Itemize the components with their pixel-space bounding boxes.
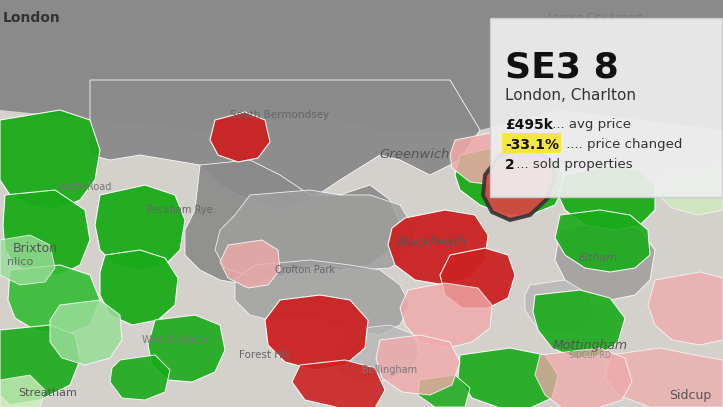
Polygon shape xyxy=(330,325,420,382)
Polygon shape xyxy=(148,315,225,382)
Polygon shape xyxy=(535,348,632,407)
Polygon shape xyxy=(388,210,488,285)
Polygon shape xyxy=(0,235,55,285)
Polygon shape xyxy=(0,375,45,407)
Polygon shape xyxy=(90,80,480,210)
Polygon shape xyxy=(292,360,385,407)
Text: West Dulwich: West Dulwich xyxy=(142,335,208,345)
Polygon shape xyxy=(455,145,565,215)
Polygon shape xyxy=(8,265,100,335)
Text: Brixton: Brixton xyxy=(12,241,58,254)
Text: Crofton Park: Crofton Park xyxy=(275,265,335,275)
Polygon shape xyxy=(418,375,470,407)
Text: South Bermondsey: South Bermondsey xyxy=(231,110,330,120)
Polygon shape xyxy=(110,355,170,400)
Text: Mottingham: Mottingham xyxy=(552,339,628,352)
Polygon shape xyxy=(605,348,723,407)
Text: London: London xyxy=(3,11,61,25)
Polygon shape xyxy=(235,260,410,335)
Text: SIDCUP RD: SIDCUP RD xyxy=(569,350,611,359)
Text: Lon...: Lon... xyxy=(685,20,711,29)
Polygon shape xyxy=(185,160,400,285)
Text: Streatham: Streatham xyxy=(19,388,77,398)
Text: £495k: £495k xyxy=(505,118,553,132)
Text: 2: 2 xyxy=(505,158,515,172)
Text: Peckham Rye: Peckham Rye xyxy=(147,205,213,215)
Polygon shape xyxy=(0,0,723,130)
Polygon shape xyxy=(558,165,655,230)
Polygon shape xyxy=(555,210,650,272)
Text: Eltham: Eltham xyxy=(578,253,617,263)
Text: ... avg price: ... avg price xyxy=(548,118,631,131)
Polygon shape xyxy=(376,335,460,395)
Polygon shape xyxy=(450,133,525,185)
Text: ... sold properties: ... sold properties xyxy=(512,158,633,171)
Polygon shape xyxy=(458,348,558,407)
Polygon shape xyxy=(3,190,90,275)
Polygon shape xyxy=(440,248,515,308)
Text: nlico: nlico xyxy=(7,257,33,267)
Text: Sidcup: Sidcup xyxy=(669,389,711,401)
FancyBboxPatch shape xyxy=(490,18,722,197)
Text: -33.1%: -33.1% xyxy=(505,138,559,152)
Polygon shape xyxy=(648,272,723,345)
Polygon shape xyxy=(215,190,415,280)
Text: London, Charlton: London, Charlton xyxy=(505,88,636,103)
Text: Forest Hill: Forest Hill xyxy=(239,350,291,360)
Polygon shape xyxy=(533,290,625,358)
Text: SE3 8: SE3 8 xyxy=(505,50,619,84)
Polygon shape xyxy=(210,112,270,162)
Text: vorth Road: vorth Road xyxy=(59,182,111,192)
Polygon shape xyxy=(0,325,80,405)
Polygon shape xyxy=(265,295,368,370)
Text: Blackheath: Blackheath xyxy=(397,236,467,249)
Polygon shape xyxy=(400,283,492,348)
FancyBboxPatch shape xyxy=(502,133,561,153)
Polygon shape xyxy=(658,165,723,215)
Polygon shape xyxy=(95,185,185,270)
Text: Greenwich: Greenwich xyxy=(380,149,450,162)
Polygon shape xyxy=(555,220,655,300)
Polygon shape xyxy=(50,300,122,365)
Polygon shape xyxy=(483,148,555,220)
Text: London City Airport: London City Airport xyxy=(548,13,642,23)
Text: Bellingham: Bellingham xyxy=(362,365,418,375)
Polygon shape xyxy=(525,280,595,335)
Text: .... price changed: .... price changed xyxy=(562,138,683,151)
Polygon shape xyxy=(0,110,100,210)
Polygon shape xyxy=(220,240,280,288)
Polygon shape xyxy=(100,250,178,325)
